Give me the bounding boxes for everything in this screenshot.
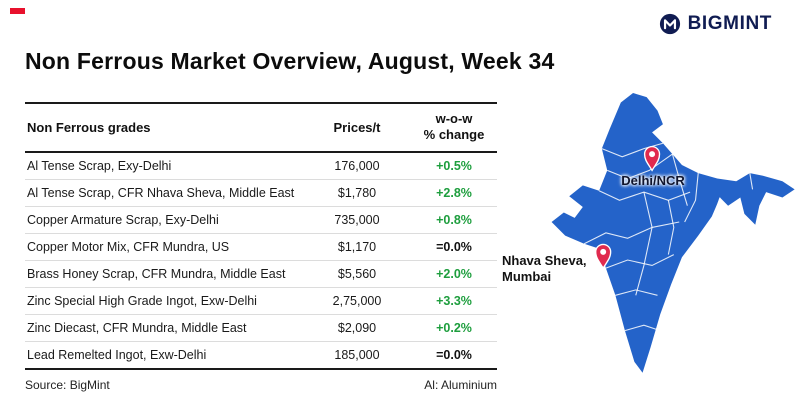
table-footer: Source: BigMint Al: Aluminium [25, 370, 497, 392]
price-cell: 185,000 [303, 341, 411, 370]
change-cell: =0.0% [411, 341, 497, 370]
mumbai-map-label: Nhava Sheva, Mumbai [502, 253, 600, 286]
grade-cell: Brass Honey Scrap, CFR Mundra, Middle Ea… [25, 260, 303, 288]
bigmint-logo-icon [659, 13, 680, 35]
delhi-map-label: Delhi/NCR [621, 173, 685, 188]
mumbai-map-label-line1: Nhava Sheva, [502, 253, 587, 268]
page-title: Non Ferrous Market Overview, August, Wee… [25, 48, 555, 74]
price-cell: $2,090 [303, 314, 411, 342]
col-header-prices: Prices/t [303, 102, 411, 153]
state-borders [583, 142, 754, 332]
prices-table: Non Ferrous grades Prices/t w-o-w % chan… [25, 102, 497, 392]
mumbai-pin-icon [595, 243, 612, 270]
col-header-wow-line2: % change [423, 127, 485, 143]
table-row: Zinc Diecast, CFR Mundra, Middle East $2… [25, 314, 497, 342]
bigmint-logo: BIGMINT [659, 13, 772, 35]
change-cell: +0.5% [411, 151, 497, 180]
grade-cell: Copper Motor Mix, CFR Mundra, US [25, 233, 303, 261]
table-row: Al Tense Scrap, CFR Nhava Sheva, Middle … [25, 179, 497, 207]
change-cell: +2.8% [411, 179, 497, 207]
bigmint-logo-text: BIGMINT [687, 13, 772, 34]
abbreviation-note: Al: Aluminium [424, 377, 497, 392]
source-note: Source: BigMint [25, 377, 110, 392]
delhi-pin-icon [643, 146, 661, 172]
table-row: Lead Remelted Ingot, Exw-Delhi 185,000 =… [25, 341, 497, 370]
change-cell: +3.3% [411, 287, 497, 315]
india-map [551, 92, 795, 373]
price-cell: 735,000 [303, 206, 411, 234]
table-header-row: Non Ferrous grades Prices/t w-o-w % chan… [25, 102, 497, 153]
mumbai-map-label-line2: Mumbai [502, 269, 552, 285]
grade-cell: Copper Armature Scrap, Exy-Delhi [25, 206, 303, 234]
table-row: Al Tense Scrap, Exy-Delhi 176,000 +0.5% [25, 151, 497, 180]
corner-accent [10, 8, 25, 14]
grade-cell: Al Tense Scrap, CFR Nhava Sheva, Middle … [25, 179, 303, 207]
col-header-wow-change: w-o-w % change [411, 102, 497, 153]
price-cell: 2,75,000 [303, 287, 411, 315]
change-cell: +2.0% [411, 260, 497, 288]
grade-cell: Lead Remelted Ingot, Exw-Delhi [25, 341, 303, 370]
price-cell: $5,560 [303, 260, 411, 288]
change-cell: =0.0% [411, 233, 497, 261]
table-row: Zinc Special High Grade Ingot, Exw-Delhi… [25, 287, 497, 315]
col-header-grades: Non Ferrous grades [25, 102, 303, 153]
grade-cell: Zinc Diecast, CFR Mundra, Middle East [25, 314, 303, 342]
price-cell: $1,780 [303, 179, 411, 207]
price-cell: 176,000 [303, 151, 411, 180]
price-cell: $1,170 [303, 233, 411, 261]
table-row: Brass Honey Scrap, CFR Mundra, Middle Ea… [25, 260, 497, 288]
grade-cell: Zinc Special High Grade Ingot, Exw-Delhi [25, 287, 303, 315]
change-cell: +0.8% [411, 206, 497, 234]
change-cell: +0.2% [411, 314, 497, 342]
grade-cell: Al Tense Scrap, Exy-Delhi [25, 151, 303, 180]
table-row: Copper Armature Scrap, Exy-Delhi 735,000… [25, 206, 497, 234]
col-header-wow-line1: w-o-w [435, 111, 473, 126]
table-row: Copper Motor Mix, CFR Mundra, US $1,170 … [25, 233, 497, 261]
